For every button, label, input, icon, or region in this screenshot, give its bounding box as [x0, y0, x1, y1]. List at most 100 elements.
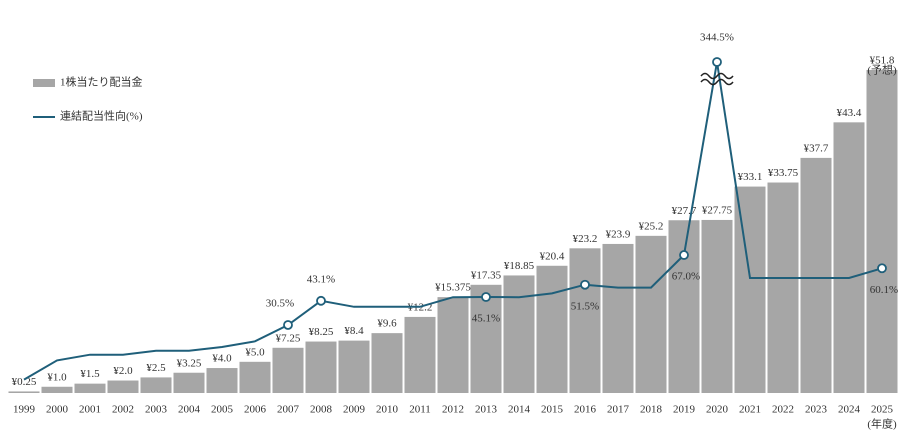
point	[481, 292, 491, 302]
x-tick-label: 2000	[46, 404, 69, 416]
bar	[437, 297, 469, 393]
x-tick-label: 2005	[211, 404, 234, 416]
bar-value-label: ¥8.25	[309, 326, 334, 338]
x-tick-label: 2018	[640, 404, 663, 416]
line	[23, 61, 883, 381]
bar-value-label: ¥27.75	[702, 204, 733, 216]
x-tick-label: 2003	[145, 404, 168, 416]
bar-value-label: ¥9.6	[377, 318, 397, 330]
bar	[866, 69, 898, 393]
point	[877, 263, 887, 274]
bar	[635, 235, 667, 393]
bar	[602, 243, 634, 393]
bar-value-label: ¥51.8	[870, 54, 895, 66]
bar	[371, 333, 403, 393]
bar	[272, 347, 304, 393]
bar-value-label: ¥4.0	[212, 353, 232, 365]
x-tick-label: 2019	[673, 404, 696, 416]
bar-value-label: ¥18.85	[504, 260, 535, 272]
bar-value-label: ¥2.0	[113, 365, 133, 377]
x-tick-label: 2022	[772, 404, 794, 416]
bar	[74, 383, 106, 393]
axis-break	[700, 72, 734, 80]
x-tick-label: 2010	[376, 404, 399, 416]
bar-value-label: ¥1.5	[80, 368, 100, 380]
point-value-label: 45.1%	[472, 313, 500, 325]
x-tick-label: 2013	[475, 404, 498, 416]
annotation: (予想)	[867, 62, 897, 76]
x-axis-label: (年度)	[867, 417, 897, 431]
bar-value-label: ¥23.2	[573, 233, 598, 245]
bar	[503, 275, 535, 393]
bar-value-label: ¥8.4	[344, 325, 364, 337]
bar	[536, 265, 568, 393]
bar-value-label: ¥3.25	[177, 357, 202, 369]
bar	[833, 122, 865, 393]
point	[712, 57, 722, 67]
bar-value-label: ¥0.25	[12, 376, 37, 388]
bar	[206, 368, 238, 393]
bar-value-label: ¥1.0	[47, 371, 67, 383]
x-tick-label: 2012	[442, 404, 464, 416]
bar-value-label: ¥33.1	[738, 171, 763, 183]
bar	[239, 361, 271, 393]
legend-label: 1株当たり配当金	[60, 75, 143, 89]
bar-value-label: ¥25.2	[639, 220, 664, 232]
point	[283, 320, 293, 330]
bar	[569, 248, 601, 393]
bar	[734, 186, 766, 393]
point-value-label: 67.0%	[672, 271, 700, 283]
bar	[338, 340, 370, 393]
bar-value-label: ¥17.35	[471, 269, 502, 281]
x-tick-label: 2009	[343, 404, 366, 416]
bar	[767, 182, 799, 393]
bar-value-label: ¥23.9	[606, 228, 631, 240]
point-value-label: 344.5%	[700, 32, 734, 44]
point	[679, 250, 689, 260]
legend-swatch	[33, 79, 55, 87]
bar-value-label: ¥15.375	[435, 282, 471, 294]
x-tick-label: 2023	[805, 404, 828, 416]
bar	[41, 386, 73, 393]
point-value-label: 51.5%	[571, 300, 599, 312]
bar	[668, 220, 700, 393]
bar	[404, 316, 436, 393]
x-tick-label: 1999	[13, 404, 36, 416]
x-tick-label: 2014	[508, 404, 531, 416]
bar-value-label: ¥5.0	[245, 346, 265, 358]
bar	[140, 377, 172, 393]
x-tick-label: 2007	[277, 404, 300, 416]
x-tick-label: 2001	[79, 404, 101, 416]
bar	[305, 341, 337, 393]
bar-value-label: ¥33.75	[768, 167, 799, 179]
bar	[701, 219, 733, 393]
x-tick-label: 2015	[541, 404, 564, 416]
point	[580, 279, 590, 290]
bar-value-label: ¥2.5	[146, 362, 166, 374]
bar	[800, 157, 832, 393]
bar-value-label: ¥37.7	[804, 142, 829, 154]
x-tick-label: 2017	[607, 404, 630, 416]
x-tick-label: 2025	[871, 404, 894, 416]
legend-label: 連結配当性向(%)	[60, 109, 143, 123]
x-tick-label: 2011	[409, 404, 431, 416]
x-tick-label: 2004	[178, 404, 201, 416]
point-value-label: 30.5%	[266, 298, 294, 310]
point-value-label: 60.1%	[870, 284, 898, 296]
x-tick-label: 2002	[112, 404, 134, 416]
x-tick-label: 2024	[838, 404, 861, 416]
bar-value-label: ¥7.25	[276, 332, 301, 344]
bar	[107, 380, 139, 393]
bar-value-label: ¥20.4	[540, 250, 565, 262]
bar-value-label: ¥43.4	[837, 107, 862, 119]
bar	[470, 284, 502, 393]
x-tick-label: 2021	[739, 404, 761, 416]
axis-break	[700, 78, 734, 86]
point-value-label: 43.1%	[307, 273, 335, 285]
x-tick-label: 2006	[244, 404, 267, 416]
point	[316, 295, 326, 306]
x-tick-label: 2016	[574, 404, 597, 416]
bar	[8, 391, 40, 393]
bar	[173, 372, 205, 393]
